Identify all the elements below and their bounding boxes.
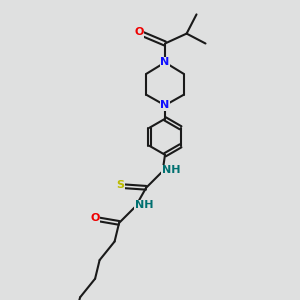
Text: O: O [90, 213, 100, 223]
Text: NH: NH [135, 200, 153, 210]
Text: N: N [160, 100, 169, 110]
Text: N: N [160, 57, 169, 68]
Text: O: O [134, 27, 144, 37]
Text: S: S [116, 180, 124, 190]
Text: NH: NH [162, 165, 180, 175]
